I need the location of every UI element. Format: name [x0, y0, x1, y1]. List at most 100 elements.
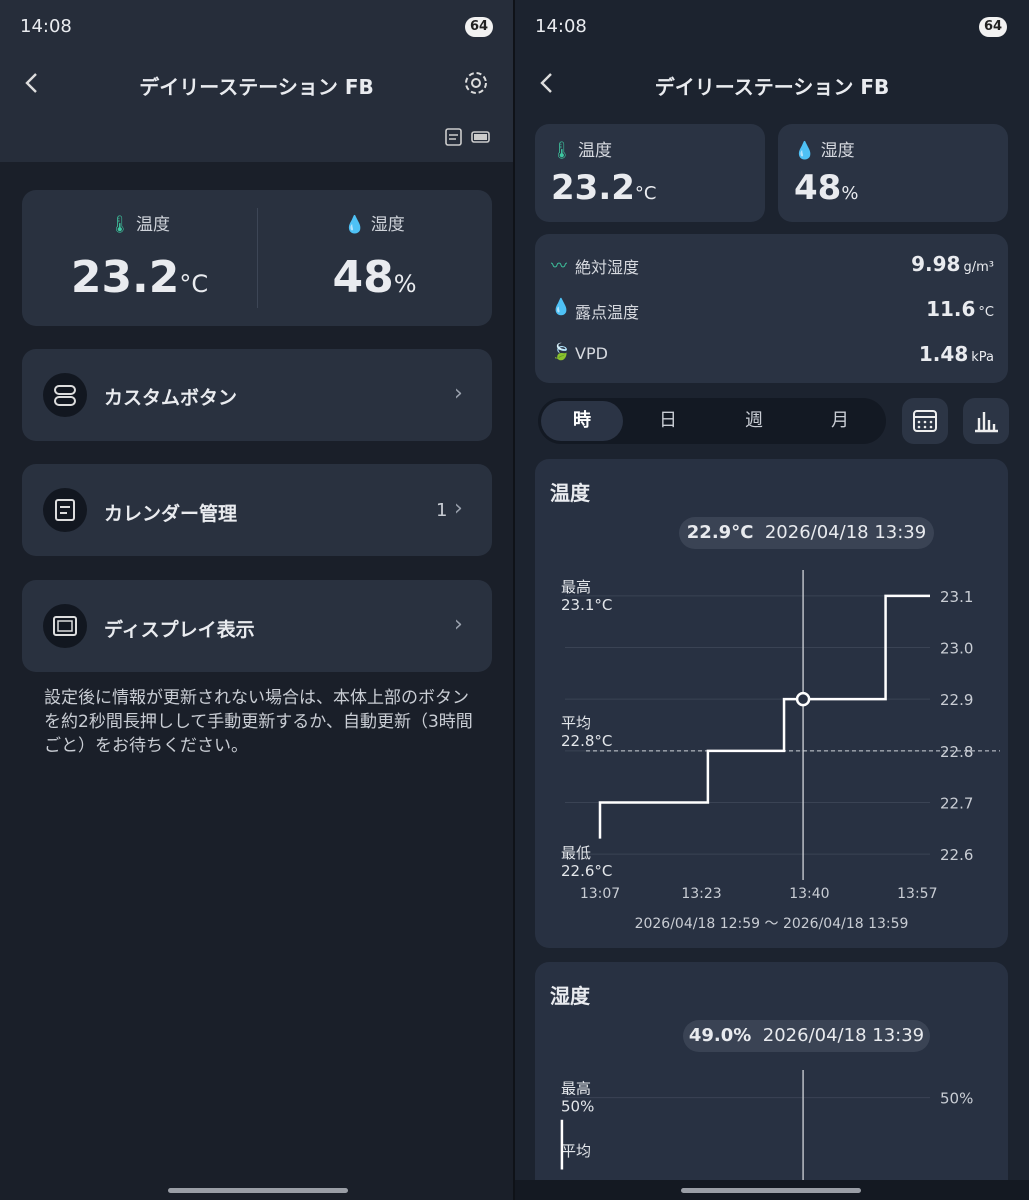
battery: 64: [979, 17, 1007, 37]
stat-value: 23.1°C: [561, 596, 612, 614]
back-button[interactable]: [24, 72, 40, 94]
x-tick-label: 13:07: [580, 886, 620, 902]
y-tick-label: 23.1: [940, 588, 973, 606]
metric-label: VPD: [575, 344, 608, 363]
divider: [257, 208, 258, 308]
stat-label: 平均: [561, 714, 591, 732]
temp-label-text: 温度: [136, 215, 170, 235]
metric-reading: 1.48 kPa: [919, 342, 994, 366]
menu-item[interactable]: ディスプレイ表示 ›: [22, 580, 492, 672]
x-tick-label: 13:23: [681, 886, 721, 902]
stat-value: 22.8°C: [561, 732, 612, 750]
x-tick-label: 13:57: [897, 886, 937, 902]
note: 設定後に情報が更新されない場合は、本体上部のボタンを約2秒間長押しして手動更新す…: [44, 688, 473, 756]
temp-label: 🌡 温度: [109, 215, 170, 235]
chevron: ›: [454, 381, 463, 406]
temp-label-text: 温度: [578, 141, 612, 161]
calendar-button[interactable]: [902, 398, 948, 444]
device-icons: [445, 128, 490, 146]
status-time: 14:08: [535, 16, 587, 37]
cursor-marker: [795, 691, 811, 707]
battery: 64: [465, 17, 493, 37]
tooltip-value: 49.0%: [688, 1025, 752, 1046]
y-tick-label: 50%: [940, 1090, 973, 1108]
metric-value: 11.6: [926, 297, 976, 321]
hum-reading: 48%: [257, 252, 492, 303]
settings-button[interactable]: [463, 70, 489, 96]
hum-value: 48: [332, 252, 394, 303]
metric-unit: °C: [978, 305, 994, 320]
chart-card: 湿度: [535, 962, 1008, 1200]
tab[interactable]: 日: [659, 410, 677, 431]
tooltip: 22.9°C 2026/04/18 13:39: [679, 517, 934, 549]
menu-item[interactable]: カレンダー管理 1 ›: [22, 464, 492, 556]
temp-value: 23.2: [70, 252, 180, 303]
metrics-card: 〰絶対湿度 9.98 g/m³ 💧 露点温度 11.6 °C 🍃 VPD 1.48 kPa: [535, 234, 1008, 383]
tooltip-value: 22.9°C: [686, 522, 754, 543]
tooltip-time: 2026/04/18 13:39: [762, 1025, 925, 1046]
nav-handle: [168, 1188, 348, 1193]
title: デイリーステーション FB: [654, 75, 890, 99]
hum-card: 💧 湿度 48%: [778, 124, 1008, 222]
temp-unit: °C: [634, 183, 657, 204]
stat-value: 22.6°C: [561, 862, 612, 880]
menu-item[interactable]: カスタムボタン ›: [22, 349, 492, 441]
metric-unit: kPa: [971, 350, 994, 365]
summary-card: 🌡 温度 23.2°C 💧 湿度 48%: [22, 190, 492, 326]
metric-icon: 💧: [551, 297, 571, 316]
tab[interactable]: 週: [745, 410, 763, 431]
y-tick-label: 22.6: [940, 846, 973, 864]
chart-title: 温度: [550, 481, 590, 505]
hum-reading: 48%: [794, 168, 858, 208]
x-tick-label: 13:40: [789, 886, 829, 902]
nav-handle: [681, 1188, 861, 1193]
chart-title: 湿度: [550, 984, 590, 1008]
status-time: 14:08: [20, 16, 72, 37]
hum-unit: %: [393, 270, 417, 298]
stat-value: 50%: [561, 1098, 594, 1116]
menu-label: ディスプレイ表示: [104, 619, 255, 641]
y-tick-label: 23.0: [940, 640, 973, 658]
range-label: 2026/04/18 12:59 ～ 2026/04/18 13:59: [634, 916, 909, 932]
metric-value: 1.48: [918, 342, 969, 366]
tab[interactable]: 時: [541, 401, 623, 441]
data-line: [598, 594, 930, 839]
metric-icon: 🍃: [551, 342, 571, 361]
temp-reading: 23.2°C: [22, 252, 257, 303]
title: デイリーステーション FB: [139, 75, 374, 99]
metric-icon: 〰: [551, 256, 568, 275]
hum-value: 48: [794, 168, 842, 208]
charts: 22.6 22.7 22.8 22.9 23.0 23.1 13:07 13:23 13:40 1…: [560, 570, 1000, 1180]
y-tick-label: 22.9: [940, 691, 973, 709]
metric-value: 9.98: [911, 252, 961, 276]
chart-button[interactable]: [963, 398, 1009, 444]
back-button[interactable]: [539, 72, 555, 94]
tab-bar: 時日週月: [538, 398, 886, 444]
hum-unit: %: [841, 183, 859, 204]
stat-label: 最低: [561, 844, 591, 862]
menu-icon: [43, 604, 87, 648]
menu-icon: [43, 488, 87, 532]
tab[interactable]: 月: [831, 410, 849, 431]
temp-reading: 23.2°C: [551, 168, 656, 208]
stat-label: 平均: [561, 1142, 591, 1160]
tooltip-time: 2026/04/18 13:39: [764, 522, 927, 543]
temp-label: 🌡 温度: [551, 141, 612, 161]
menu-icon: [43, 373, 87, 417]
metric-unit: g/m³: [963, 260, 994, 275]
y-tick-label: 22.7: [940, 795, 973, 813]
hum-label: 💧 湿度: [344, 215, 405, 235]
metric-label: 露点温度: [575, 303, 640, 322]
metric-reading: 9.98 g/m³: [911, 252, 994, 276]
metric-label: 絶対湿度: [575, 258, 640, 277]
menu-label: カレンダー管理: [104, 503, 238, 525]
tooltip: 49.0% 2026/04/18 13:39: [683, 1020, 930, 1052]
chevron: ›: [454, 612, 463, 637]
menu-label: カスタムボタン: [104, 387, 238, 409]
y-tick-label: 22.8: [940, 743, 973, 761]
menu-badge: 1: [436, 500, 448, 521]
temp-value: 23.2: [551, 168, 635, 208]
chevron: ›: [454, 496, 463, 521]
top-area: [0, 0, 513, 162]
